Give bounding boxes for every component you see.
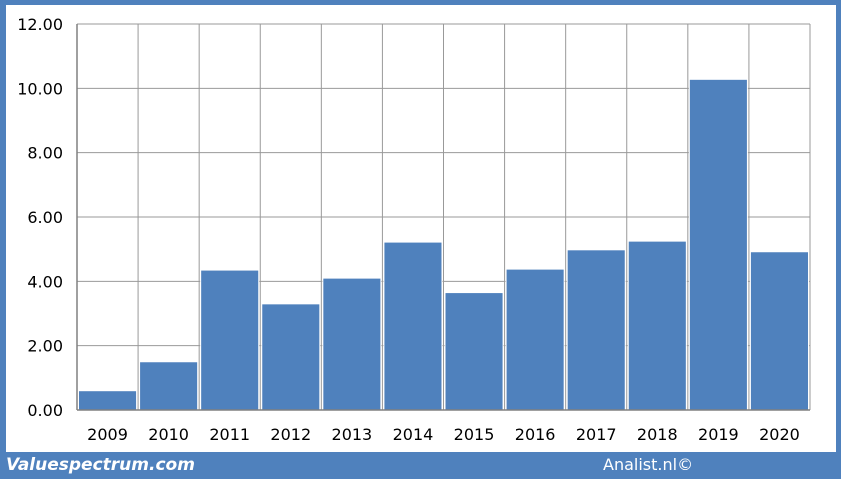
y-tick-label: 4.00 — [27, 272, 63, 291]
x-tick-label: 2012 — [270, 425, 311, 444]
y-tick-label: 10.00 — [17, 79, 63, 98]
bar — [139, 361, 199, 411]
bar — [322, 277, 382, 411]
x-tick-label: 2009 — [87, 425, 128, 444]
x-tick-label: 2014 — [393, 425, 434, 444]
y-tick-label: 8.00 — [27, 144, 63, 163]
x-tick-label: 2010 — [148, 425, 189, 444]
x-tick-label: 2017 — [576, 425, 617, 444]
bar — [383, 241, 443, 411]
bar — [566, 249, 626, 411]
bar — [78, 390, 138, 411]
y-tick-label: 6.00 — [27, 208, 63, 227]
y-tick-label: 2.00 — [27, 337, 63, 356]
y-tick-label: 0.00 — [27, 401, 63, 420]
bar — [505, 268, 565, 411]
bar — [444, 292, 504, 411]
bar — [688, 78, 748, 411]
x-tick-label: 2011 — [209, 425, 250, 444]
bar — [627, 240, 687, 411]
y-tick-label: 12.00 — [17, 15, 63, 34]
x-tick-label: 2018 — [637, 425, 678, 444]
x-tick-label: 2020 — [759, 425, 800, 444]
x-tick-label: 2019 — [698, 425, 739, 444]
bar — [200, 269, 260, 411]
footer-brand-text[interactable]: Valuespectrum.com — [6, 455, 195, 475]
x-tick-label: 2016 — [515, 425, 556, 444]
x-tick-label: 2013 — [332, 425, 373, 444]
footer-copyright-text: Analist.nl© — [603, 455, 694, 474]
bar — [749, 251, 810, 411]
bar — [261, 303, 321, 411]
x-tick-label: 2015 — [454, 425, 495, 444]
